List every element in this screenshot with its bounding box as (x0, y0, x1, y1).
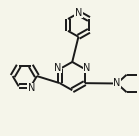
Text: N: N (54, 63, 61, 73)
Text: N: N (83, 63, 91, 73)
Text: N: N (75, 8, 82, 18)
Text: N: N (28, 83, 35, 93)
Text: N: N (113, 78, 121, 88)
